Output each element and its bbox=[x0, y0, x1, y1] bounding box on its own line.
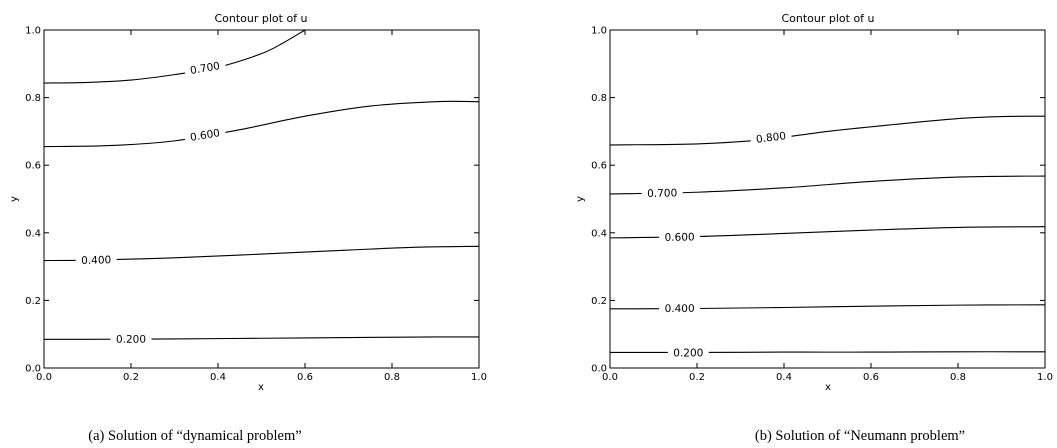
contour-label: 0.400 bbox=[665, 303, 695, 315]
axes-frame bbox=[609, 29, 1046, 369]
y-tick-label: 0.4 bbox=[25, 228, 41, 239]
y-tick-label: 1.0 bbox=[591, 26, 607, 37]
y-tick-label: 0.8 bbox=[25, 93, 41, 104]
x-tick-label: 0.6 bbox=[297, 372, 313, 383]
x-tick-label: 0.0 bbox=[602, 372, 618, 383]
contour-label: 0.200 bbox=[116, 334, 146, 346]
chart-title: Contour plot of u bbox=[781, 12, 874, 25]
chart-title: Contour plot of u bbox=[214, 12, 307, 25]
contour-label: 0.200 bbox=[673, 347, 703, 359]
x-tick-label: 0.4 bbox=[776, 372, 792, 383]
y-axis-label: y bbox=[9, 196, 20, 202]
contour-lines: 0.200 0.400 0.600 0.700 0.800 bbox=[610, 115, 1045, 359]
y-tick-label: 0.2 bbox=[591, 296, 607, 307]
contour-line-0.400 bbox=[610, 304, 1045, 310]
contour-line-0.400 bbox=[44, 245, 479, 262]
y-tick-label: 0.2 bbox=[25, 296, 41, 307]
contour-label: 0.700 bbox=[189, 60, 221, 77]
contour-line-0.700 bbox=[44, 30, 306, 84]
y-ticks: 0.0 0.2 0.4 0.6 0.8 1.0 bbox=[25, 26, 479, 375]
y-tick-label: 0.4 bbox=[591, 228, 607, 239]
contour-line-0.800 bbox=[610, 115, 1045, 146]
contour-line-0.600 bbox=[610, 226, 1045, 239]
y-ticks: 0.0 0.2 0.4 0.6 0.8 1.0 bbox=[591, 26, 1045, 375]
y-axis-label: y bbox=[575, 196, 586, 202]
contour-line-0.600 bbox=[44, 100, 479, 148]
x-axis-label: x bbox=[825, 382, 831, 393]
caption: (a) Solution of “dynamical problem” bbox=[88, 428, 301, 444]
x-tick-label: 0.6 bbox=[863, 372, 879, 383]
x-tick-label: 0.2 bbox=[123, 372, 139, 383]
x-tick-label: 0.8 bbox=[950, 372, 966, 383]
panel-neumann: Contour plot of u 0.0 0.2 0.4 0.6 0.8 1.0 0.0… bbox=[575, 12, 1053, 444]
contour-line-0.200 bbox=[610, 351, 1045, 354]
contour-label: 0.600 bbox=[189, 127, 221, 144]
x-ticks: 0.0 0.2 0.4 0.6 0.8 1.0 bbox=[602, 30, 1053, 383]
y-tick-label: 1.0 bbox=[25, 26, 41, 37]
contour-lines: 0.200 0.400 0.600 0.700 bbox=[44, 30, 479, 346]
x-axis-label: x bbox=[258, 382, 264, 393]
contour-label: 0.400 bbox=[81, 254, 111, 267]
y-tick-label: 0.0 bbox=[591, 364, 607, 375]
contour-line-0.200 bbox=[44, 336, 479, 340]
y-tick-label: 0.8 bbox=[591, 93, 607, 104]
y-tick-label: 0.6 bbox=[25, 161, 41, 172]
x-tick-label: 1.0 bbox=[471, 372, 487, 383]
x-tick-label: 0.2 bbox=[689, 372, 705, 383]
contour-label: 0.800 bbox=[755, 130, 786, 146]
contour-label: 0.700 bbox=[647, 187, 677, 200]
axes-frame bbox=[43, 29, 480, 369]
caption: (b) Solution of “Neumann problem” bbox=[755, 428, 965, 444]
contour-label: 0.600 bbox=[664, 231, 694, 243]
x-ticks: 0.0 0.2 0.4 0.6 0.8 1.0 bbox=[36, 30, 487, 383]
y-tick-label: 0.0 bbox=[25, 364, 41, 375]
x-tick-label: 0.4 bbox=[210, 372, 226, 383]
x-tick-label: 1.0 bbox=[1037, 372, 1053, 383]
panel-dynamical: Contour plot of u 0.0 0.2 0.4 0.6 0.8 1.0 0.0… bbox=[9, 12, 487, 444]
y-tick-label: 0.6 bbox=[591, 161, 607, 172]
x-tick-label: 0.0 bbox=[36, 372, 52, 383]
x-tick-label: 0.8 bbox=[384, 372, 400, 383]
contour-line-0.700 bbox=[610, 175, 1045, 195]
